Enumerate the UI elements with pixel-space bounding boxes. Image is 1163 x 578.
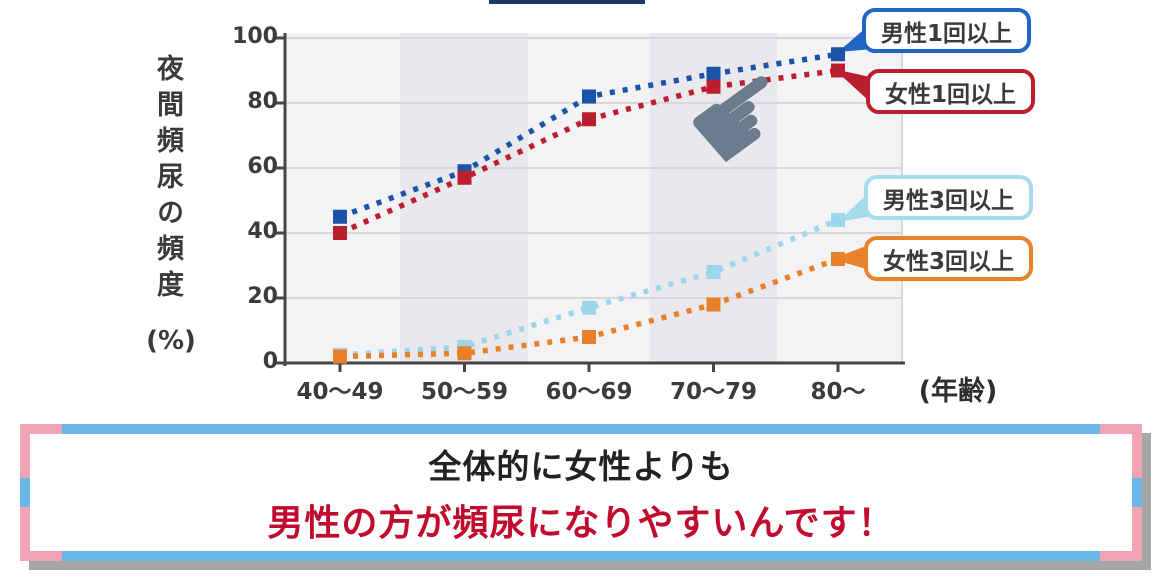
banner-text-line1: 全体的に女性よりも	[428, 446, 734, 486]
x-tick-label-3: 70〜79	[669, 379, 757, 405]
y-axis-title: 夜間頻尿の頻度	[152, 54, 183, 306]
cropped-title-edge	[489, 0, 645, 4]
banner-corner-top-left	[20, 424, 62, 478]
x-tick-label-2: 60〜69	[545, 379, 633, 405]
banner-corner-bottom-left	[20, 507, 62, 561]
banner-text-line2: 男性の方が頻尿になりやすいんです！	[267, 502, 895, 544]
series-1-marker-4	[831, 63, 845, 78]
legend-male-3plus-label: 男性3回以上	[883, 187, 1015, 214]
legend-male-3plus: 男性3回以上	[864, 175, 1034, 220]
series-0-marker-2	[582, 89, 596, 104]
series-3-marker-4	[831, 252, 845, 266]
legend-male-1plus: 男性1回以上	[862, 8, 1032, 53]
series-3-marker-2	[582, 330, 596, 344]
series-1-marker-2	[582, 112, 596, 127]
x-tick-label-1: 50〜59	[420, 379, 508, 405]
nocturia-frequency-chart: 夜間頻尿の頻度 (%) 0 20 40 60 80 100 40〜49 50〜59 60〜69 7…	[146, 8, 1036, 407]
banner-corner-bottom-right	[1100, 507, 1142, 561]
y-tick-label-20: 20	[247, 284, 278, 309]
series-0-marker-3	[706, 66, 721, 81]
series-3-marker-3	[706, 297, 721, 312]
series-2-marker-3	[706, 265, 721, 279]
series-1-marker-3	[706, 79, 721, 94]
x-tick-label-4: 80〜	[810, 379, 866, 405]
legend-female-3plus-label: 女性3回以上	[883, 248, 1015, 275]
legend-female-1plus: 女性1回以上	[866, 69, 1036, 114]
banner-corner-top-right	[1100, 424, 1142, 478]
y-tick-label-100: 100	[232, 24, 278, 49]
y-axis-unit: (%)	[146, 326, 196, 356]
y-tick-label-80: 80	[247, 89, 278, 114]
legend-tail-3	[832, 246, 866, 269]
y-tick-label-40: 40	[247, 219, 278, 244]
banner-content: 全体的に女性よりも 男性の方が頻尿になりやすいんです！	[30, 434, 1132, 551]
series-line-2	[339, 217, 840, 358]
legend-male-1plus-label: 男性1回以上	[881, 20, 1013, 47]
legend-female-3plus: 女性3回以上	[864, 236, 1034, 281]
chart-plot-svg	[276, 26, 905, 372]
series-0-marker-0	[333, 209, 347, 224]
series-0-marker-4	[831, 47, 845, 62]
legend-female-1plus-label: 女性1回以上	[885, 81, 1017, 108]
plot-band	[400, 33, 528, 363]
caption-banner: 全体的に女性よりも 男性の方が頻尿になりやすいんです！	[20, 424, 1142, 561]
series-3-marker-0	[333, 349, 347, 364]
series-3-marker-1	[457, 346, 472, 361]
x-axis-unit: (年齢)	[918, 376, 998, 407]
series-1-marker-0	[333, 226, 347, 240]
y-tick-label-60: 60	[247, 154, 278, 179]
series-2-marker-4	[831, 213, 845, 227]
legend-tail-2	[838, 195, 872, 222]
series-2-marker-2	[582, 300, 596, 315]
x-tick-label-0: 40〜49	[296, 379, 384, 405]
y-tick-label-0: 0	[262, 349, 278, 374]
series-1-marker-1	[457, 170, 472, 185]
